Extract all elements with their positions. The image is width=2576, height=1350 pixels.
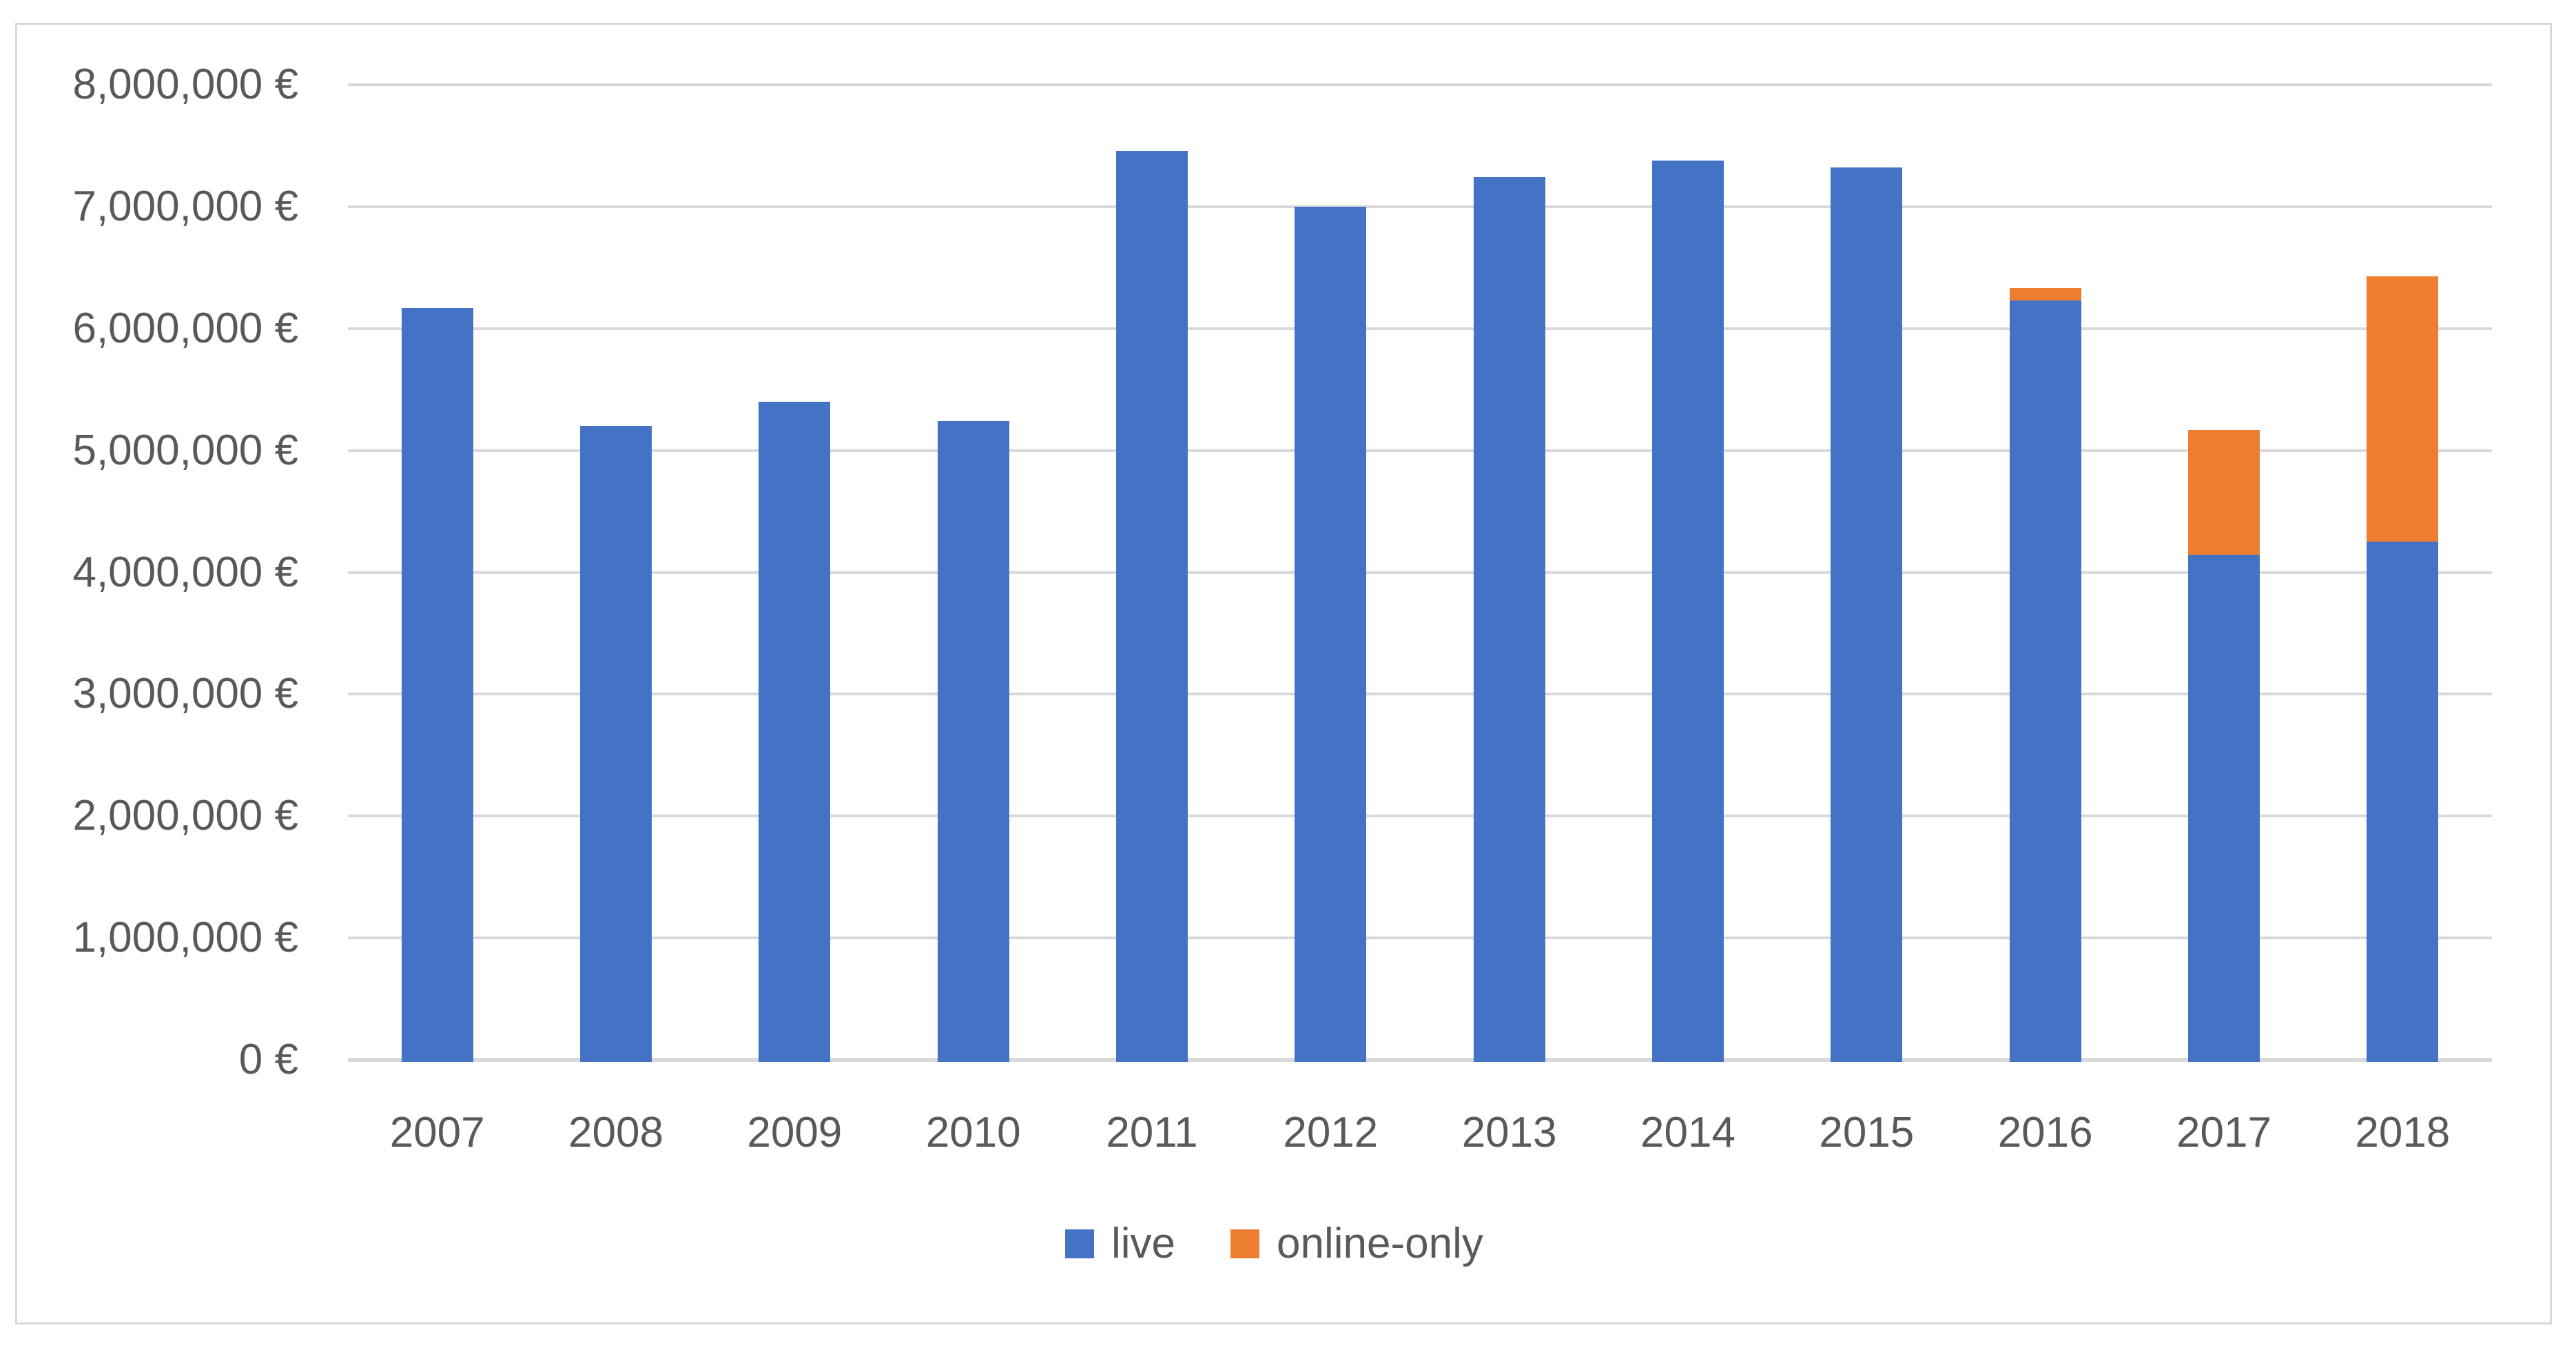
bar-live-2010 (937, 421, 1009, 1062)
bar-live-2009 (759, 401, 831, 1062)
x-tick-label-2008: 2008 (568, 1109, 663, 1156)
x-tick-label-2007: 2007 (389, 1109, 485, 1156)
y-tick-label: 0 € (238, 1036, 298, 1083)
y-tick-label: 2,000,000 € (72, 792, 298, 840)
x-tick-label-2017: 2017 (2176, 1109, 2271, 1156)
x-tick-label-2015: 2015 (1819, 1109, 1915, 1156)
bar-live-2015 (1831, 167, 1903, 1062)
gridline (348, 83, 2492, 86)
x-tick-label-2016: 2016 (1997, 1109, 2093, 1156)
x-tick-label-2018: 2018 (2355, 1109, 2451, 1156)
x-tick-label-2012: 2012 (1283, 1109, 1379, 1156)
legend-label-live: live (1111, 1220, 1176, 1267)
gridline (348, 815, 2492, 818)
y-tick-label: 1,000,000 € (72, 914, 298, 962)
legend-swatch-online-only-icon (1230, 1229, 1260, 1258)
y-tick-label: 4,000,000 € (72, 548, 298, 596)
y-tick-label: 3,000,000 € (72, 670, 298, 718)
gridline (348, 571, 2492, 574)
x-tick-label-2014: 2014 (1640, 1109, 1735, 1156)
x-tick-label-2010: 2010 (925, 1109, 1021, 1156)
x-tick-label-2009: 2009 (747, 1109, 843, 1156)
chart-legend: live online-only (1065, 1220, 1483, 1267)
y-tick-label: 6,000,000 € (72, 304, 298, 352)
bar-live-2014 (1652, 160, 1724, 1062)
gridline (348, 937, 2492, 940)
bar-live-2007 (401, 307, 473, 1062)
legend-item-live: live (1065, 1220, 1176, 1267)
bar-live-2013 (1473, 177, 1545, 1062)
gridline (348, 327, 2492, 330)
bar-online-only-2016 (2009, 288, 2081, 300)
bar-online-only-2018 (2367, 276, 2439, 542)
legend-item-online-only: online-only (1230, 1220, 1483, 1267)
legend-label-online-only: online-only (1277, 1220, 1483, 1267)
x-tick-label-2011: 2011 (1106, 1109, 1198, 1156)
y-tick-label: 7,000,000 € (72, 182, 298, 230)
x-axis-line (348, 1058, 2492, 1062)
bar-online-only-2017 (2188, 429, 2260, 555)
bar-live-2012 (1295, 206, 1367, 1062)
bar-live-2008 (580, 426, 652, 1062)
bar-live-2011 (1116, 150, 1188, 1062)
bar-live-2018 (2367, 539, 2439, 1062)
legend-swatch-live-icon (1065, 1229, 1094, 1258)
y-tick-label: 8,000,000 € (72, 61, 298, 108)
y-tick-label: 5,000,000 € (72, 426, 298, 474)
x-tick-label-2013: 2013 (1461, 1109, 1557, 1156)
chart-border (15, 23, 2552, 1325)
bar-live-2016 (2009, 298, 2081, 1062)
bar-live-2017 (2188, 553, 2260, 1062)
gridline (348, 205, 2492, 208)
gridline (348, 449, 2492, 452)
gridline (348, 693, 2492, 696)
